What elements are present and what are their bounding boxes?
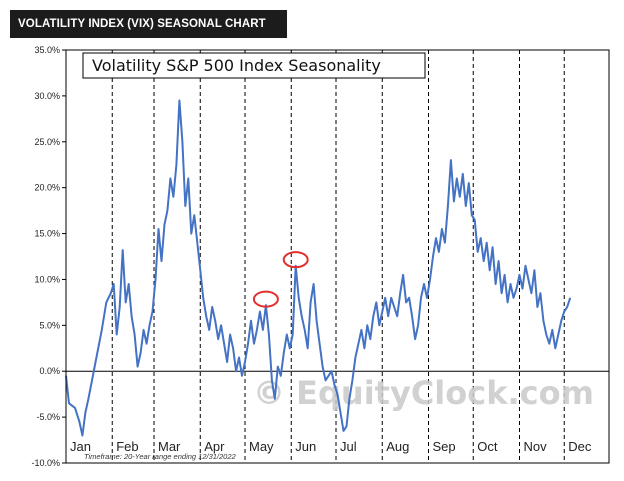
x-tick-label: Jan — [70, 439, 91, 454]
y-tick-label: 5.0% — [39, 320, 60, 330]
y-tick-label: -10.0% — [31, 458, 60, 468]
y-tick-label: -5.0% — [36, 412, 60, 422]
x-tick-label: Apr — [204, 439, 225, 454]
chart-header-title: VOLATILITY INDEX (VIX) SEASONAL CHART — [10, 10, 287, 38]
highlight-ellipses — [252, 251, 309, 308]
x-tick-label: Sep — [432, 439, 455, 454]
watermark: © EquityClock.com — [253, 374, 594, 412]
grid-lines — [62, 49, 609, 464]
y-tick-label: 10.0% — [34, 274, 60, 284]
y-tick-label: 15.0% — [34, 229, 60, 239]
x-tick-label: Feb — [116, 439, 138, 454]
chart-title: Volatility S&P 500 Index Seasonality — [92, 56, 381, 75]
x-tick-label: May — [249, 439, 274, 454]
x-tick-label: Jul — [340, 439, 357, 454]
y-tick-label: 0.0% — [39, 366, 60, 376]
highlight-ellipse — [282, 251, 309, 269]
x-axis-labels: Jan Feb Mar Apr May Jun Jul Aug Sep Oct Nov Dec — [70, 439, 592, 454]
plot-border — [65, 49, 610, 464]
series-line — [65, 99, 572, 437]
x-tick-label: Nov — [523, 439, 547, 454]
x-tick-label: Dec — [568, 439, 592, 454]
x-tick-label: Aug — [386, 439, 409, 454]
highlight-ellipse — [252, 290, 279, 308]
y-tick-label: 35.0% — [34, 45, 60, 55]
y-axis-labels: 35.0% 30.0% 25.0% 20.0% 15.0% 10.0% 5.0% 0.0% -5… — [31, 45, 60, 468]
title-box — [82, 52, 426, 79]
x-tick-label: Oct — [477, 439, 498, 454]
y-tick-label: 20.0% — [34, 183, 60, 193]
x-tick-label: Mar — [158, 439, 181, 454]
x-tick-label: Jun — [295, 439, 316, 454]
timeframe-footnote: Timeframe: 20-Year range ending 12/31/20… — [84, 452, 237, 461]
y-tick-label: 25.0% — [34, 137, 60, 147]
y-tick-label: 30.0% — [34, 91, 60, 101]
